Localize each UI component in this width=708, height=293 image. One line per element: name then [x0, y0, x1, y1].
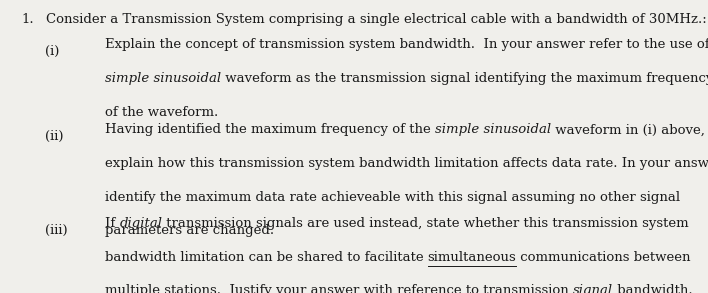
Text: (ii): (ii): [45, 130, 63, 143]
Text: multiple stations.  Justify your answer with reference to transmission: multiple stations. Justify your answer w…: [105, 285, 573, 293]
Text: waveform as the transmission signal identifying the maximum frequency: waveform as the transmission signal iden…: [221, 72, 708, 85]
Text: of the waveform.: of the waveform.: [105, 106, 218, 119]
Text: explain how this transmission system bandwidth limitation affects data rate. In : explain how this transmission system ban…: [105, 157, 708, 170]
Text: parameters are changed.: parameters are changed.: [105, 224, 274, 237]
Text: 1.: 1.: [21, 13, 34, 26]
Text: communications between: communications between: [516, 251, 691, 264]
Text: Explain the concept of transmission system bandwidth.  In your answer refer to t: Explain the concept of transmission syst…: [105, 38, 708, 51]
Text: Having identified the maximum frequency of the: Having identified the maximum frequency …: [105, 123, 435, 136]
Text: bandwidth.: bandwidth.: [613, 285, 692, 293]
Text: Consider a Transmission System comprising a single electrical cable with a bandw: Consider a Transmission System comprisin…: [46, 13, 707, 26]
Text: transmission signals are used instead, state whether this transmission system: transmission signals are used instead, s…: [162, 217, 689, 230]
Text: simple sinusoidal: simple sinusoidal: [105, 72, 221, 85]
Text: waveform in (i) above,: waveform in (i) above,: [551, 123, 704, 136]
Text: identify the maximum data rate achieveable with this signal assuming no other si: identify the maximum data rate achieveab…: [105, 191, 680, 204]
Text: digital: digital: [119, 217, 162, 230]
Text: bandwidth limitation can be shared to facilitate: bandwidth limitation can be shared to fa…: [105, 251, 428, 264]
Text: (i): (i): [45, 45, 59, 58]
Text: signal: signal: [573, 285, 613, 293]
Text: (iii): (iii): [45, 224, 67, 237]
Text: simultaneous: simultaneous: [428, 251, 516, 264]
Text: simple sinusoidal: simple sinusoidal: [435, 123, 551, 136]
Text: If: If: [105, 217, 119, 230]
